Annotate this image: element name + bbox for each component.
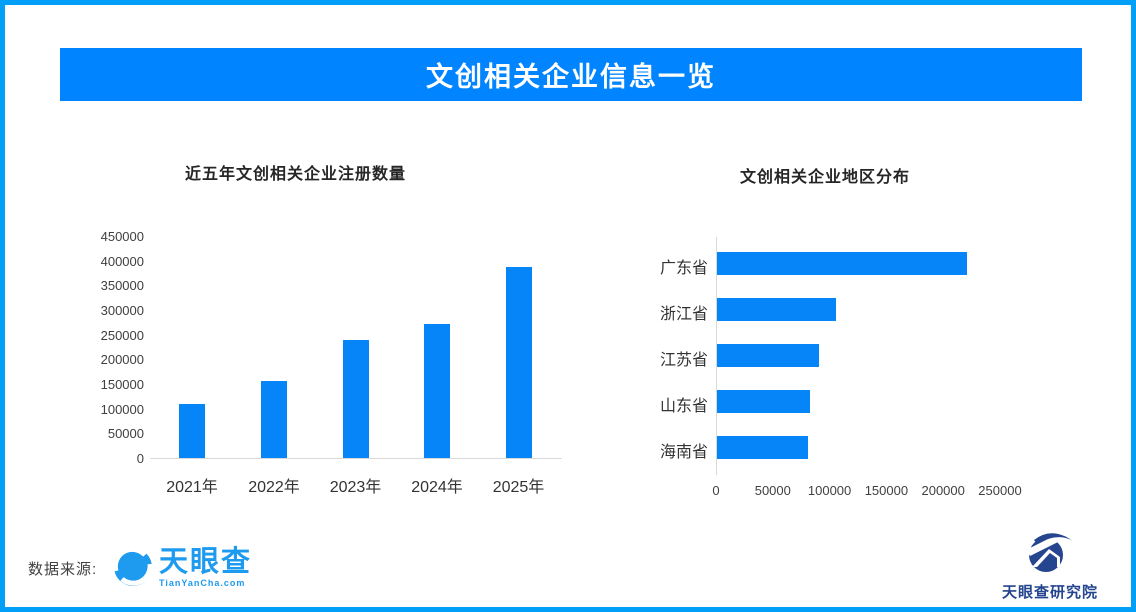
y-axis-tick-label: 250000 bbox=[100, 327, 144, 343]
bar-2025年 bbox=[505, 266, 532, 458]
x-axis-category-label: 2021年 bbox=[166, 479, 218, 496]
bar-山东省 bbox=[717, 390, 811, 413]
category-label: 广东省 bbox=[659, 259, 708, 277]
registrations-bar-chart: 0 50000 100000 150000 200000 250000 300000 3500… bbox=[60, 220, 575, 510]
header-banner: 文创相关企业信息一览 bbox=[60, 48, 1082, 101]
y-axis-tick-label: 100000 bbox=[100, 401, 144, 417]
x-axis-tick-label: 100000 bbox=[807, 483, 852, 498]
research-institute-name: 天眼查研究院 bbox=[1001, 584, 1098, 601]
research-institute-logo: 天眼查研究院 bbox=[975, 528, 1125, 602]
bar-江苏省 bbox=[717, 344, 820, 367]
y-axis-tick-label: 50000 bbox=[107, 426, 144, 442]
x-axis-line bbox=[150, 458, 562, 459]
y-axis-tick-label: 450000 bbox=[100, 229, 144, 244]
tianyancha-domain: TianYanCha.com bbox=[159, 578, 246, 588]
region-chart-title: 文创相关企业地区分布 bbox=[740, 169, 911, 186]
registrations-chart-title: 近五年文创相关企业注册数量 bbox=[185, 166, 407, 183]
x-axis-tick-label: 200000 bbox=[921, 483, 965, 498]
x-axis-tick-label: 50000 bbox=[754, 483, 791, 498]
x-axis-tick-label: 150000 bbox=[864, 483, 909, 498]
category-label: 浙江省 bbox=[659, 305, 708, 323]
tianyancha-wordmark: 天眼查 TianYanCha.com bbox=[159, 547, 252, 588]
x-axis-category-label: 2023年 bbox=[329, 479, 382, 496]
y-axis-tick-label: 400000 bbox=[100, 253, 144, 269]
x-axis-category-label: 2025年 bbox=[492, 479, 545, 496]
y-axis-tick-label: 150000 bbox=[100, 377, 144, 392]
tianyancha-logo: 天眼查 TianYanCha.com bbox=[112, 546, 252, 592]
bar-2021年 bbox=[179, 403, 205, 458]
x-axis-category-label: 2022年 bbox=[248, 479, 300, 496]
data-source-label: 数据来源: bbox=[28, 561, 98, 578]
bar-2022年 bbox=[261, 380, 287, 458]
bar-2023年 bbox=[342, 339, 369, 458]
y-axis-tick-label: 200000 bbox=[100, 352, 144, 368]
page-title: 文创相关企业信息一览 bbox=[426, 62, 716, 92]
bar-海南省 bbox=[717, 436, 808, 459]
y-axis-tick-label: 300000 bbox=[100, 303, 144, 318]
bar-广东省 bbox=[717, 252, 967, 275]
category-label: 海南省 bbox=[659, 443, 708, 461]
bar-浙江省 bbox=[717, 298, 837, 321]
x-axis-category-label: 2024年 bbox=[411, 479, 463, 496]
tianyancha-eye-icon bbox=[112, 546, 153, 592]
bar-2024年 bbox=[424, 323, 450, 458]
research-institute-icon bbox=[1024, 529, 1076, 578]
category-label: 山东省 bbox=[659, 397, 708, 415]
region-bar-chart: 广东省浙江省江苏省山东省海南省 0 50000 100000 150000 200000 2… bbox=[620, 225, 1095, 515]
x-axis-tick-label: 250000 bbox=[978, 483, 1022, 498]
category-label: 江苏省 bbox=[659, 351, 708, 369]
x-axis-tick-label: 0 bbox=[712, 483, 720, 498]
y-axis-tick-label: 0 bbox=[136, 451, 144, 466]
y-axis-line bbox=[716, 237, 717, 475]
tianyancha-name: 天眼查 bbox=[159, 546, 253, 578]
y-axis-tick-label: 350000 bbox=[100, 278, 144, 294]
